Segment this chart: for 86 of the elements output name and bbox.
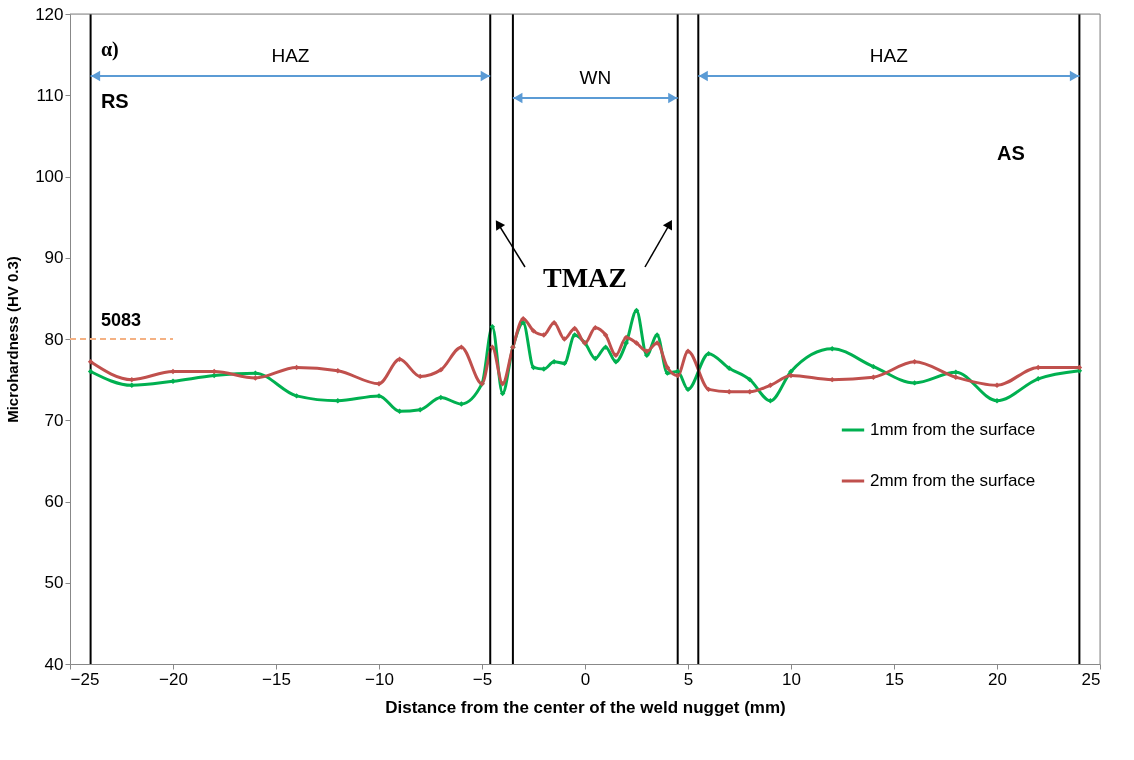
point — [438, 367, 444, 373]
point — [561, 336, 568, 342]
point — [396, 408, 403, 415]
x-tick-label: 20 — [988, 669, 1007, 689]
point — [489, 344, 496, 350]
point — [551, 359, 557, 365]
point — [499, 380, 506, 387]
point — [211, 372, 217, 379]
point — [530, 328, 537, 334]
point — [541, 332, 547, 338]
point — [829, 346, 835, 352]
y-tick-label: 80 — [44, 329, 64, 349]
point — [767, 398, 774, 404]
point — [726, 389, 732, 395]
point — [417, 406, 423, 413]
point — [685, 386, 691, 393]
point — [953, 374, 959, 380]
annotation: RS — [100, 90, 129, 112]
point — [623, 334, 629, 341]
x-tick-label: −10 — [365, 669, 394, 689]
annotation: AS — [997, 142, 1025, 164]
point — [747, 376, 753, 383]
point — [953, 369, 959, 376]
point — [644, 348, 650, 354]
point — [602, 344, 609, 350]
point — [541, 366, 547, 372]
annotation: 5083 — [100, 310, 141, 330]
legend-label: 2mm from the surface — [870, 471, 1036, 490]
point — [1035, 376, 1041, 382]
point — [335, 398, 341, 404]
point — [788, 368, 794, 375]
point — [396, 356, 403, 363]
x-tick-label: 25 — [1081, 669, 1101, 689]
point — [571, 325, 578, 332]
y-tick-label: 100 — [35, 167, 64, 186]
x-tick-label: −5 — [472, 669, 493, 689]
point — [829, 376, 835, 383]
point — [489, 324, 496, 330]
point — [602, 332, 609, 338]
point — [458, 344, 465, 350]
annotation: WN — [579, 67, 612, 88]
y-tick-label: 70 — [44, 410, 64, 430]
y-tick-label: 120 — [35, 4, 64, 24]
point — [664, 370, 671, 376]
point — [571, 332, 578, 338]
x-tick-label: 10 — [782, 669, 801, 689]
point — [911, 359, 918, 365]
point — [520, 320, 526, 326]
y-tick-label: 40 — [44, 654, 64, 674]
point — [767, 382, 774, 389]
point — [170, 368, 176, 375]
point — [129, 382, 135, 389]
point — [417, 373, 423, 380]
x-axis-title: Distance from the center of the weld nugget (mm) — [385, 697, 786, 717]
point — [613, 359, 619, 365]
x-tick-label: −15 — [262, 669, 291, 689]
y-tick-label: 60 — [44, 492, 64, 511]
point — [994, 382, 1000, 389]
annotation: HAZ — [869, 45, 909, 66]
annotation: HAZ — [271, 45, 310, 66]
point — [633, 340, 640, 346]
legend-label: 1mm from the surface — [870, 420, 1036, 439]
point — [551, 320, 557, 326]
point — [335, 367, 341, 374]
point — [747, 389, 753, 395]
x-tick-label: −20 — [159, 669, 188, 689]
point — [293, 393, 300, 399]
point — [87, 359, 94, 365]
point — [1035, 364, 1041, 371]
point — [613, 352, 619, 358]
annotation: TMAZ — [543, 262, 627, 293]
point — [592, 324, 599, 331]
point — [520, 315, 526, 322]
y-tick-label: 50 — [44, 573, 64, 593]
point — [438, 394, 444, 401]
x-tick-label: −25 — [70, 669, 100, 689]
y-tick-label: 110 — [36, 85, 64, 105]
point — [726, 365, 732, 371]
x-tick-label: 0 — [580, 669, 591, 689]
x-tick-label: 15 — [885, 669, 904, 689]
y-axis-title: Microhardness (HV 0.3) — [4, 256, 22, 423]
x-tick-label: 5 — [683, 669, 694, 689]
y-tick-label: 90 — [44, 248, 64, 268]
point — [788, 372, 794, 379]
annotation: α) — [100, 38, 119, 61]
point — [376, 380, 382, 387]
